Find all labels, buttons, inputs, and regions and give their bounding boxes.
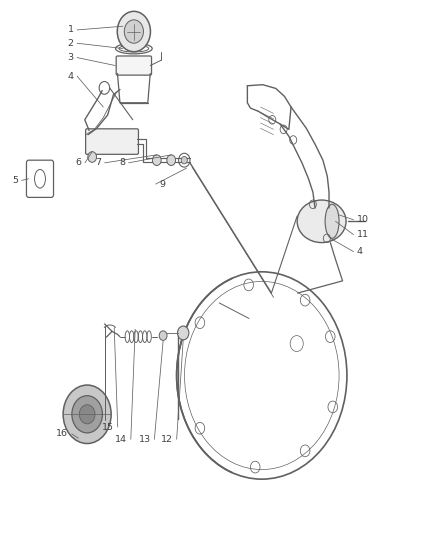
Circle shape	[117, 11, 150, 52]
Text: 12: 12	[161, 435, 173, 444]
Text: 4: 4	[67, 71, 74, 80]
Text: 9: 9	[159, 180, 165, 189]
Text: 14: 14	[115, 435, 127, 444]
Text: 7: 7	[95, 158, 101, 167]
Text: 13: 13	[139, 435, 151, 444]
Circle shape	[63, 385, 111, 443]
Ellipse shape	[297, 200, 346, 243]
FancyBboxPatch shape	[85, 129, 138, 155]
Circle shape	[181, 157, 187, 164]
Circle shape	[88, 152, 96, 163]
Circle shape	[159, 331, 167, 341]
Text: 4: 4	[357, 247, 363, 256]
Text: 10: 10	[357, 215, 369, 224]
Ellipse shape	[325, 204, 339, 238]
Text: 1: 1	[67, 26, 74, 35]
Text: 11: 11	[357, 230, 369, 239]
Circle shape	[152, 155, 161, 165]
Text: 16: 16	[57, 430, 68, 439]
Text: 2: 2	[67, 39, 74, 48]
Text: 15: 15	[102, 423, 114, 432]
FancyBboxPatch shape	[116, 56, 152, 75]
Circle shape	[177, 326, 189, 340]
Text: 5: 5	[12, 176, 18, 185]
Circle shape	[79, 405, 95, 424]
Text: 8: 8	[119, 158, 125, 167]
Text: 3: 3	[67, 53, 74, 62]
Circle shape	[167, 155, 176, 165]
Circle shape	[72, 395, 102, 433]
Text: 6: 6	[75, 158, 81, 167]
Circle shape	[124, 20, 144, 43]
